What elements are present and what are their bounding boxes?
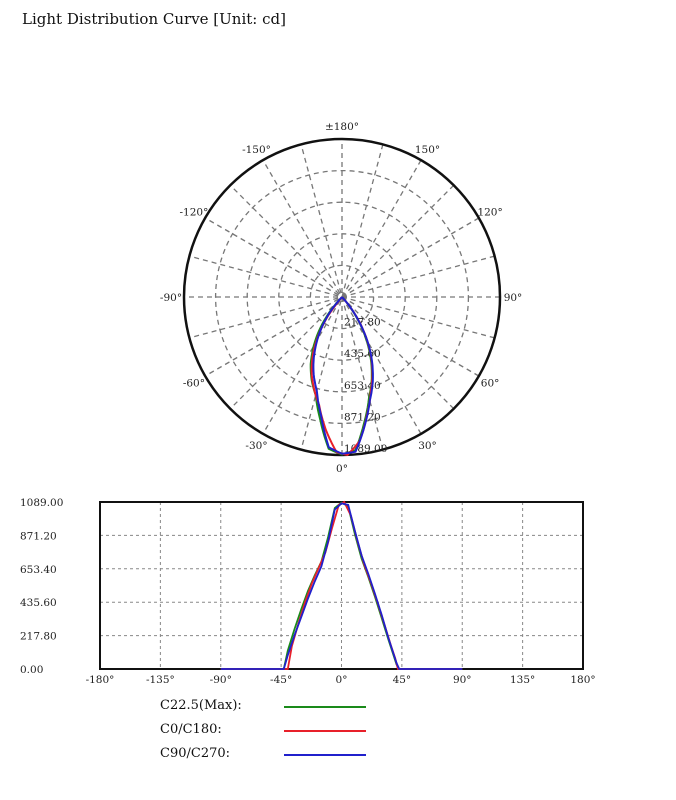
cartesian-chart: 0.00 217.80 435.60 653.40 871.20 1089.00 -180°… — [20, 497, 596, 686]
polar-angle-label: 60° — [481, 378, 500, 390]
legend-label-c22-5: C22.5(Max): — [160, 698, 242, 713]
y-tick-label: 0.00 — [20, 664, 43, 676]
polar-chart: 0° 30° 60° 90° 120° 150° ±180° -150° -120° -90° -6… — [160, 121, 523, 475]
y-tick-label: 435.60 — [20, 597, 57, 609]
polar-angle-label: -120° — [179, 207, 208, 219]
polar-angle-label: -60° — [183, 378, 205, 390]
polar-radial-tick: 653.40 — [344, 380, 381, 392]
polar-radial-tick: 217.80 — [344, 317, 381, 329]
polar-angle-label: -150° — [242, 144, 271, 156]
legend-label-c90-c270: C90/C270: — [160, 746, 231, 761]
x-tick-label: -45° — [270, 674, 292, 686]
polar-angle-label: ±180° — [325, 121, 359, 133]
legend-label-c0-c180: C0/C180: — [160, 722, 222, 737]
x-tick-label: 90° — [453, 674, 472, 686]
polar-angle-label: 90° — [504, 292, 523, 304]
polar-angle-label: -30° — [245, 440, 267, 452]
polar-series-2 — [312, 296, 374, 455]
x-tick-label: 135° — [510, 674, 535, 686]
legend-swatch-c90-c270 — [284, 754, 366, 756]
polar-angle-label: 0° — [336, 463, 348, 475]
x-tick-label: -135° — [146, 674, 175, 686]
polar-angle-label: 150° — [415, 144, 440, 156]
polar-angle-label: 120° — [477, 207, 502, 219]
polar-angle-label: -90° — [160, 292, 182, 304]
x-tick-label: 45° — [393, 674, 412, 686]
x-tick-label: -90° — [210, 674, 232, 686]
polar-angle-label: 30° — [418, 440, 437, 452]
y-tick-label: 1089.00 — [20, 497, 63, 509]
polar-radial-tick: 871.20 — [344, 411, 381, 423]
x-tick-label: 0° — [336, 674, 348, 686]
line-series-2 — [220, 502, 463, 670]
legend-swatch-c0-c180 — [284, 730, 366, 732]
y-tick-label: 653.40 — [20, 564, 57, 576]
legend-swatch-c22-5 — [284, 706, 366, 708]
chart-title: Light Distribution Curve [Unit: cd] — [22, 10, 286, 28]
x-tick-label: 180° — [570, 674, 595, 686]
x-tick-label: -180° — [86, 674, 115, 686]
y-tick-label: 871.20 — [20, 530, 57, 542]
y-tick-label: 217.80 — [20, 631, 57, 643]
polar-radial-tick: 435.60 — [344, 348, 381, 360]
